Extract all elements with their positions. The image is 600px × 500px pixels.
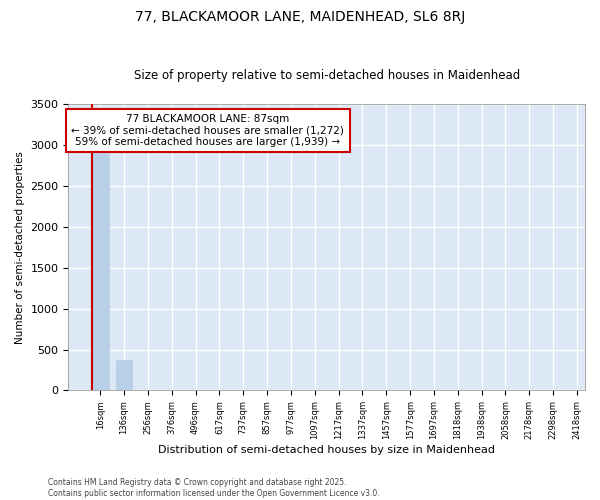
Text: Contains HM Land Registry data © Crown copyright and database right 2025.
Contai: Contains HM Land Registry data © Crown c… xyxy=(48,478,380,498)
Bar xyxy=(116,360,133,390)
Text: 77 BLACKAMOOR LANE: 87sqm
← 39% of semi-detached houses are smaller (1,272)
59% : 77 BLACKAMOOR LANE: 87sqm ← 39% of semi-… xyxy=(71,114,344,147)
Y-axis label: Number of semi-detached properties: Number of semi-detached properties xyxy=(15,151,25,344)
Bar xyxy=(92,153,109,390)
Title: Size of property relative to semi-detached houses in Maidenhead: Size of property relative to semi-detach… xyxy=(134,69,520,82)
Text: 77, BLACKAMOOR LANE, MAIDENHEAD, SL6 8RJ: 77, BLACKAMOOR LANE, MAIDENHEAD, SL6 8RJ xyxy=(135,10,465,24)
X-axis label: Distribution of semi-detached houses by size in Maidenhead: Distribution of semi-detached houses by … xyxy=(158,445,495,455)
